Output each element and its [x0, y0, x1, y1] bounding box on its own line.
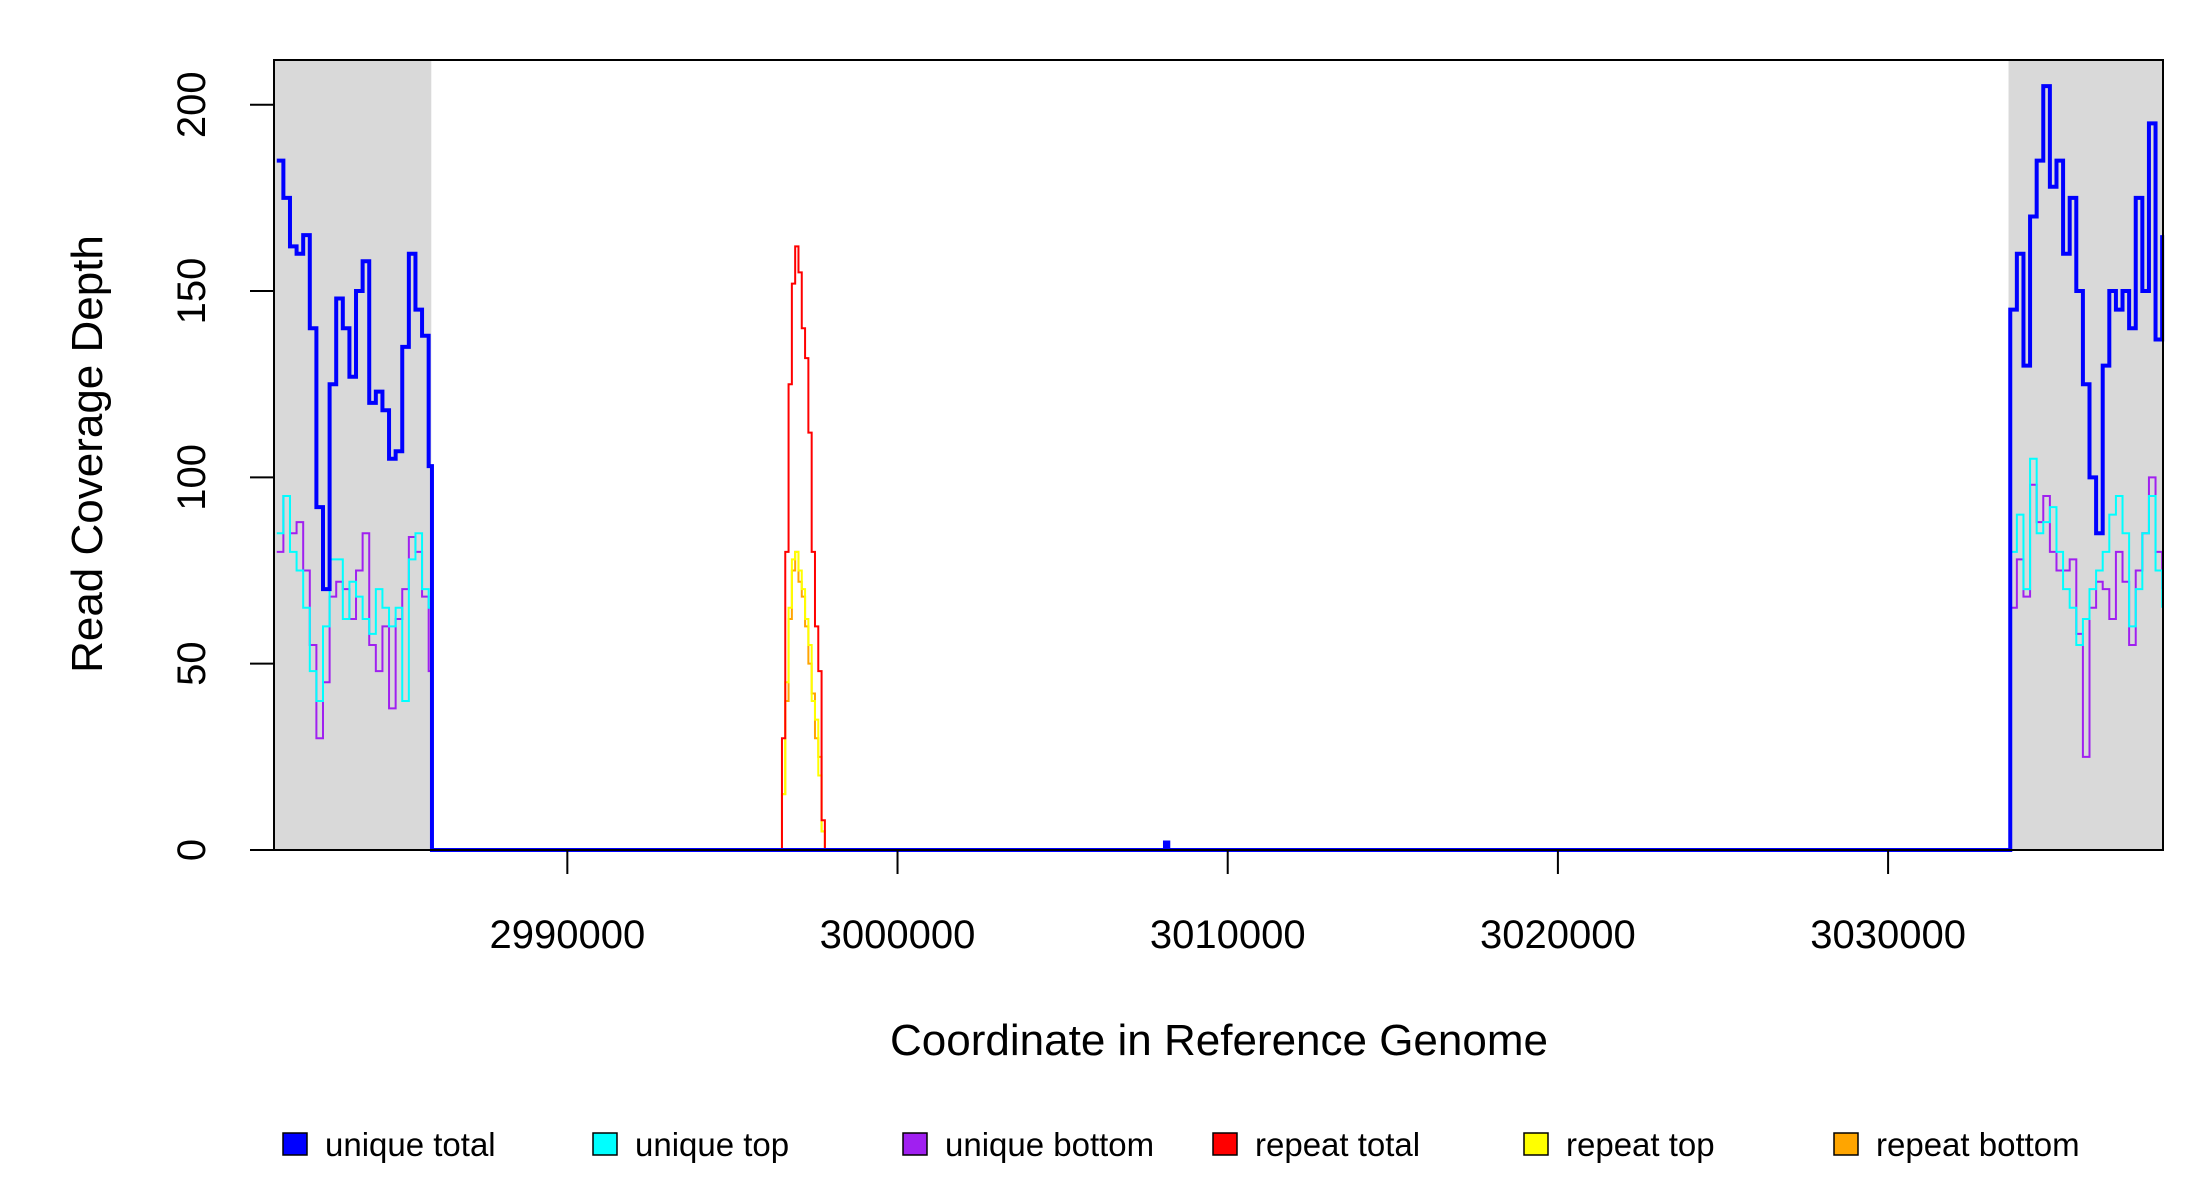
y-tick-label: 0	[170, 839, 214, 861]
y-tick-label: 50	[170, 641, 214, 686]
legend-swatch	[282, 1132, 308, 1156]
legend-label: repeat bottom	[1876, 1126, 2080, 1163]
y-tick-label: 100	[170, 444, 214, 511]
plot-frame	[273, 59, 2164, 851]
series-line	[276, 476, 2164, 851]
series-line	[276, 457, 2164, 851]
x-tick-label: 3010000	[1150, 913, 1306, 957]
shaded-region	[274, 60, 432, 850]
x-axis-label: Coordinate in Reference Genome	[890, 1016, 1548, 1065]
legend-label: repeat total	[1255, 1126, 1420, 1163]
y-tick-label: 150	[170, 258, 214, 325]
x-tick-label: 3000000	[820, 913, 976, 957]
legend-swatch	[902, 1132, 928, 1156]
y-axis-label: Read Coverage Depth	[63, 235, 112, 673]
legend-swatch	[592, 1132, 618, 1156]
series-line	[276, 84, 2165, 852]
legend-swatch	[1833, 1132, 1859, 1156]
series-line	[276, 245, 2163, 851]
legend-swatch	[1523, 1132, 1549, 1156]
series-line	[276, 550, 2163, 851]
legend-label: unique top	[635, 1126, 789, 1163]
legend-swatch	[1212, 1132, 1238, 1156]
x-tick-label: 3020000	[1480, 913, 1636, 957]
legend-label: unique total	[325, 1126, 496, 1163]
shaded-region	[2008, 60, 2163, 850]
x-tick-label: 3030000	[1810, 913, 1966, 957]
series-line	[276, 550, 2163, 851]
y-tick-label: 200	[170, 71, 214, 138]
legend-label: unique bottom	[945, 1126, 1154, 1163]
x-tick-label: 2990000	[489, 913, 645, 957]
legend-label: repeat top	[1566, 1126, 1715, 1163]
